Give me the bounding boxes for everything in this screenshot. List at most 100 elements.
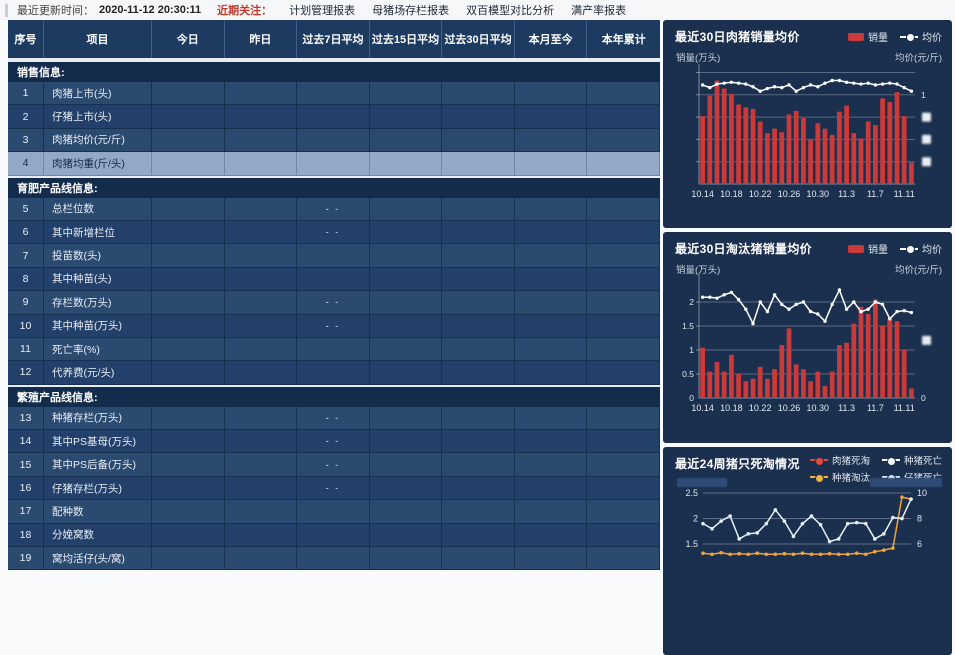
nav-link-model-compare[interactable]: 双百模型对比分析	[466, 5, 555, 17]
value-cell	[152, 105, 225, 129]
row-number: 5	[8, 197, 44, 221]
table-row[interactable]: 1 肉猪上市(头)	[8, 82, 660, 106]
value-cell	[442, 476, 515, 501]
value-cell	[514, 220, 588, 245]
value-cell	[369, 406, 443, 431]
value-cell	[369, 82, 443, 106]
right-axis-label: 均价(元/斤)	[895, 53, 942, 64]
value-cell	[587, 476, 660, 501]
value-cell	[297, 82, 370, 106]
table-row[interactable]: 5 总栏位数 - -	[8, 197, 660, 221]
svg-text:10.26: 10.26	[778, 403, 801, 413]
value-cell	[224, 197, 298, 221]
value-cell	[442, 430, 515, 454]
value-cell	[152, 244, 225, 268]
table-row[interactable]: 6 其中新增栏位 - -	[8, 220, 660, 245]
value-cell	[514, 267, 588, 292]
focus-label: 近期关注：	[217, 5, 273, 17]
value-cell	[152, 291, 225, 315]
legend-label: 种猪淘汰	[831, 473, 870, 484]
value-cell	[514, 105, 588, 129]
table-row[interactable]: 14 其中PS基母(万头) - -	[8, 430, 660, 454]
table-row[interactable]: 11 死亡率(%)	[8, 337, 660, 362]
value-cell	[442, 337, 515, 362]
value-cell	[587, 244, 660, 268]
value-cell	[369, 476, 443, 501]
value-cell	[224, 337, 298, 362]
table-row[interactable]: 16 仔猪存栏(万头) - -	[8, 476, 660, 501]
value-cell	[514, 152, 588, 176]
table-row[interactable]: 4 肉猪均重(斤/头)	[8, 152, 660, 176]
value-cell	[442, 128, 515, 153]
table-row[interactable]: 9 存栏数(万头) - -	[8, 291, 660, 315]
value-cell: - -	[297, 197, 370, 221]
value-cell	[587, 361, 660, 385]
row-label: 存栏数(万头)	[44, 291, 152, 315]
svg-text:0: 0	[689, 393, 694, 403]
table-row[interactable]: 17 配种数	[8, 500, 660, 524]
value-cell	[297, 547, 370, 571]
legend-item-1[interactable]: 均价	[900, 241, 942, 256]
value-cell	[369, 337, 443, 362]
table-row[interactable]: 7 投苗数(头)	[8, 244, 660, 268]
legend-item-2[interactable]: 种猪淘汰	[809, 470, 870, 484]
table-row[interactable]: 19 窝均活仔(头/窝)	[8, 547, 660, 571]
value-cell	[152, 128, 225, 153]
value-cell: - -	[297, 220, 370, 245]
value-cell	[514, 197, 588, 221]
table-row[interactable]: 13 种猪存栏(万头) - -	[8, 406, 660, 431]
svg-text:1: 1	[921, 90, 926, 100]
value-cell	[152, 523, 225, 548]
nav-link-capacity-report[interactable]: 满产率报表	[571, 5, 627, 17]
nav-link-sow-farm-report[interactable]: 母猪场存栏报表	[372, 5, 450, 17]
svg-text:10: 10	[917, 488, 927, 498]
value-cell: - -	[297, 291, 370, 315]
row-label: 配种数	[44, 500, 152, 524]
dash-value: - -	[325, 412, 341, 423]
svg-text:10.14: 10.14	[691, 403, 714, 413]
legend-item-1[interactable]: 均价	[900, 29, 942, 44]
value-cell	[442, 547, 515, 571]
legend-item-1[interactable]: 种猪死亡	[881, 453, 942, 467]
value-cell	[587, 547, 660, 571]
legend-item-0[interactable]: 肉猪死淘	[809, 453, 870, 467]
section-header: 销售信息:	[8, 60, 660, 82]
value-cell	[442, 406, 515, 431]
svg-text:11.7: 11.7	[867, 189, 884, 199]
row-number: 13	[8, 406, 44, 431]
table-row[interactable]: 18 分娩窝数	[8, 523, 660, 548]
value-cell	[152, 220, 225, 245]
table-row[interactable]: 10 其中种苗(万头) - -	[8, 314, 660, 338]
value-cell	[152, 197, 225, 221]
redacted-axis-tick	[922, 134, 931, 144]
legend-item-0[interactable]: 销量	[848, 29, 888, 44]
value-cell	[224, 361, 298, 385]
value-cell	[514, 406, 588, 431]
column-header-6: 过去30日平均	[442, 20, 515, 58]
table-row[interactable]: 3 肉猪均价(元/斤)	[8, 128, 660, 153]
value-cell	[369, 523, 443, 548]
table-row[interactable]: 8 其中种苗(头)	[8, 267, 660, 292]
row-label: 代养费(元/头)	[44, 361, 152, 385]
row-number: 18	[8, 523, 44, 548]
value-cell	[224, 128, 298, 153]
value-cell	[224, 406, 298, 431]
value-cell	[297, 244, 370, 268]
table-row[interactable]: 2 仔猪上市(头)	[8, 105, 660, 129]
value-cell	[587, 220, 660, 245]
row-label: 种猪存栏(万头)	[44, 406, 152, 431]
chart-canvas-pork-sales: 1 10.14 10.18 10.22 10.26 10.30 11.3 11.7 11.11	[691, 64, 931, 199]
chart-panel-cull-sales: 最近30日淘汰猪销量均价 销量 均价 销量(万头) 均价(元/斤) 2 1.5 1 0.…	[663, 232, 952, 443]
value-cell	[587, 291, 660, 315]
value-cell: - -	[297, 430, 370, 454]
value-cell	[224, 453, 298, 477]
nav-link-plan-report[interactable]: 计划管理报表	[289, 5, 356, 17]
line-swatch-icon	[881, 456, 900, 466]
svg-text:10.22: 10.22	[749, 189, 772, 199]
table-row[interactable]: 15 其中PS后备(万头) - -	[8, 453, 660, 477]
table-row[interactable]: 12 代养费(元/头)	[8, 361, 660, 385]
svg-text:0: 0	[921, 393, 926, 403]
legend-item-0[interactable]: 销量	[848, 241, 888, 256]
value-cell	[224, 547, 298, 571]
row-number: 6	[8, 220, 44, 245]
